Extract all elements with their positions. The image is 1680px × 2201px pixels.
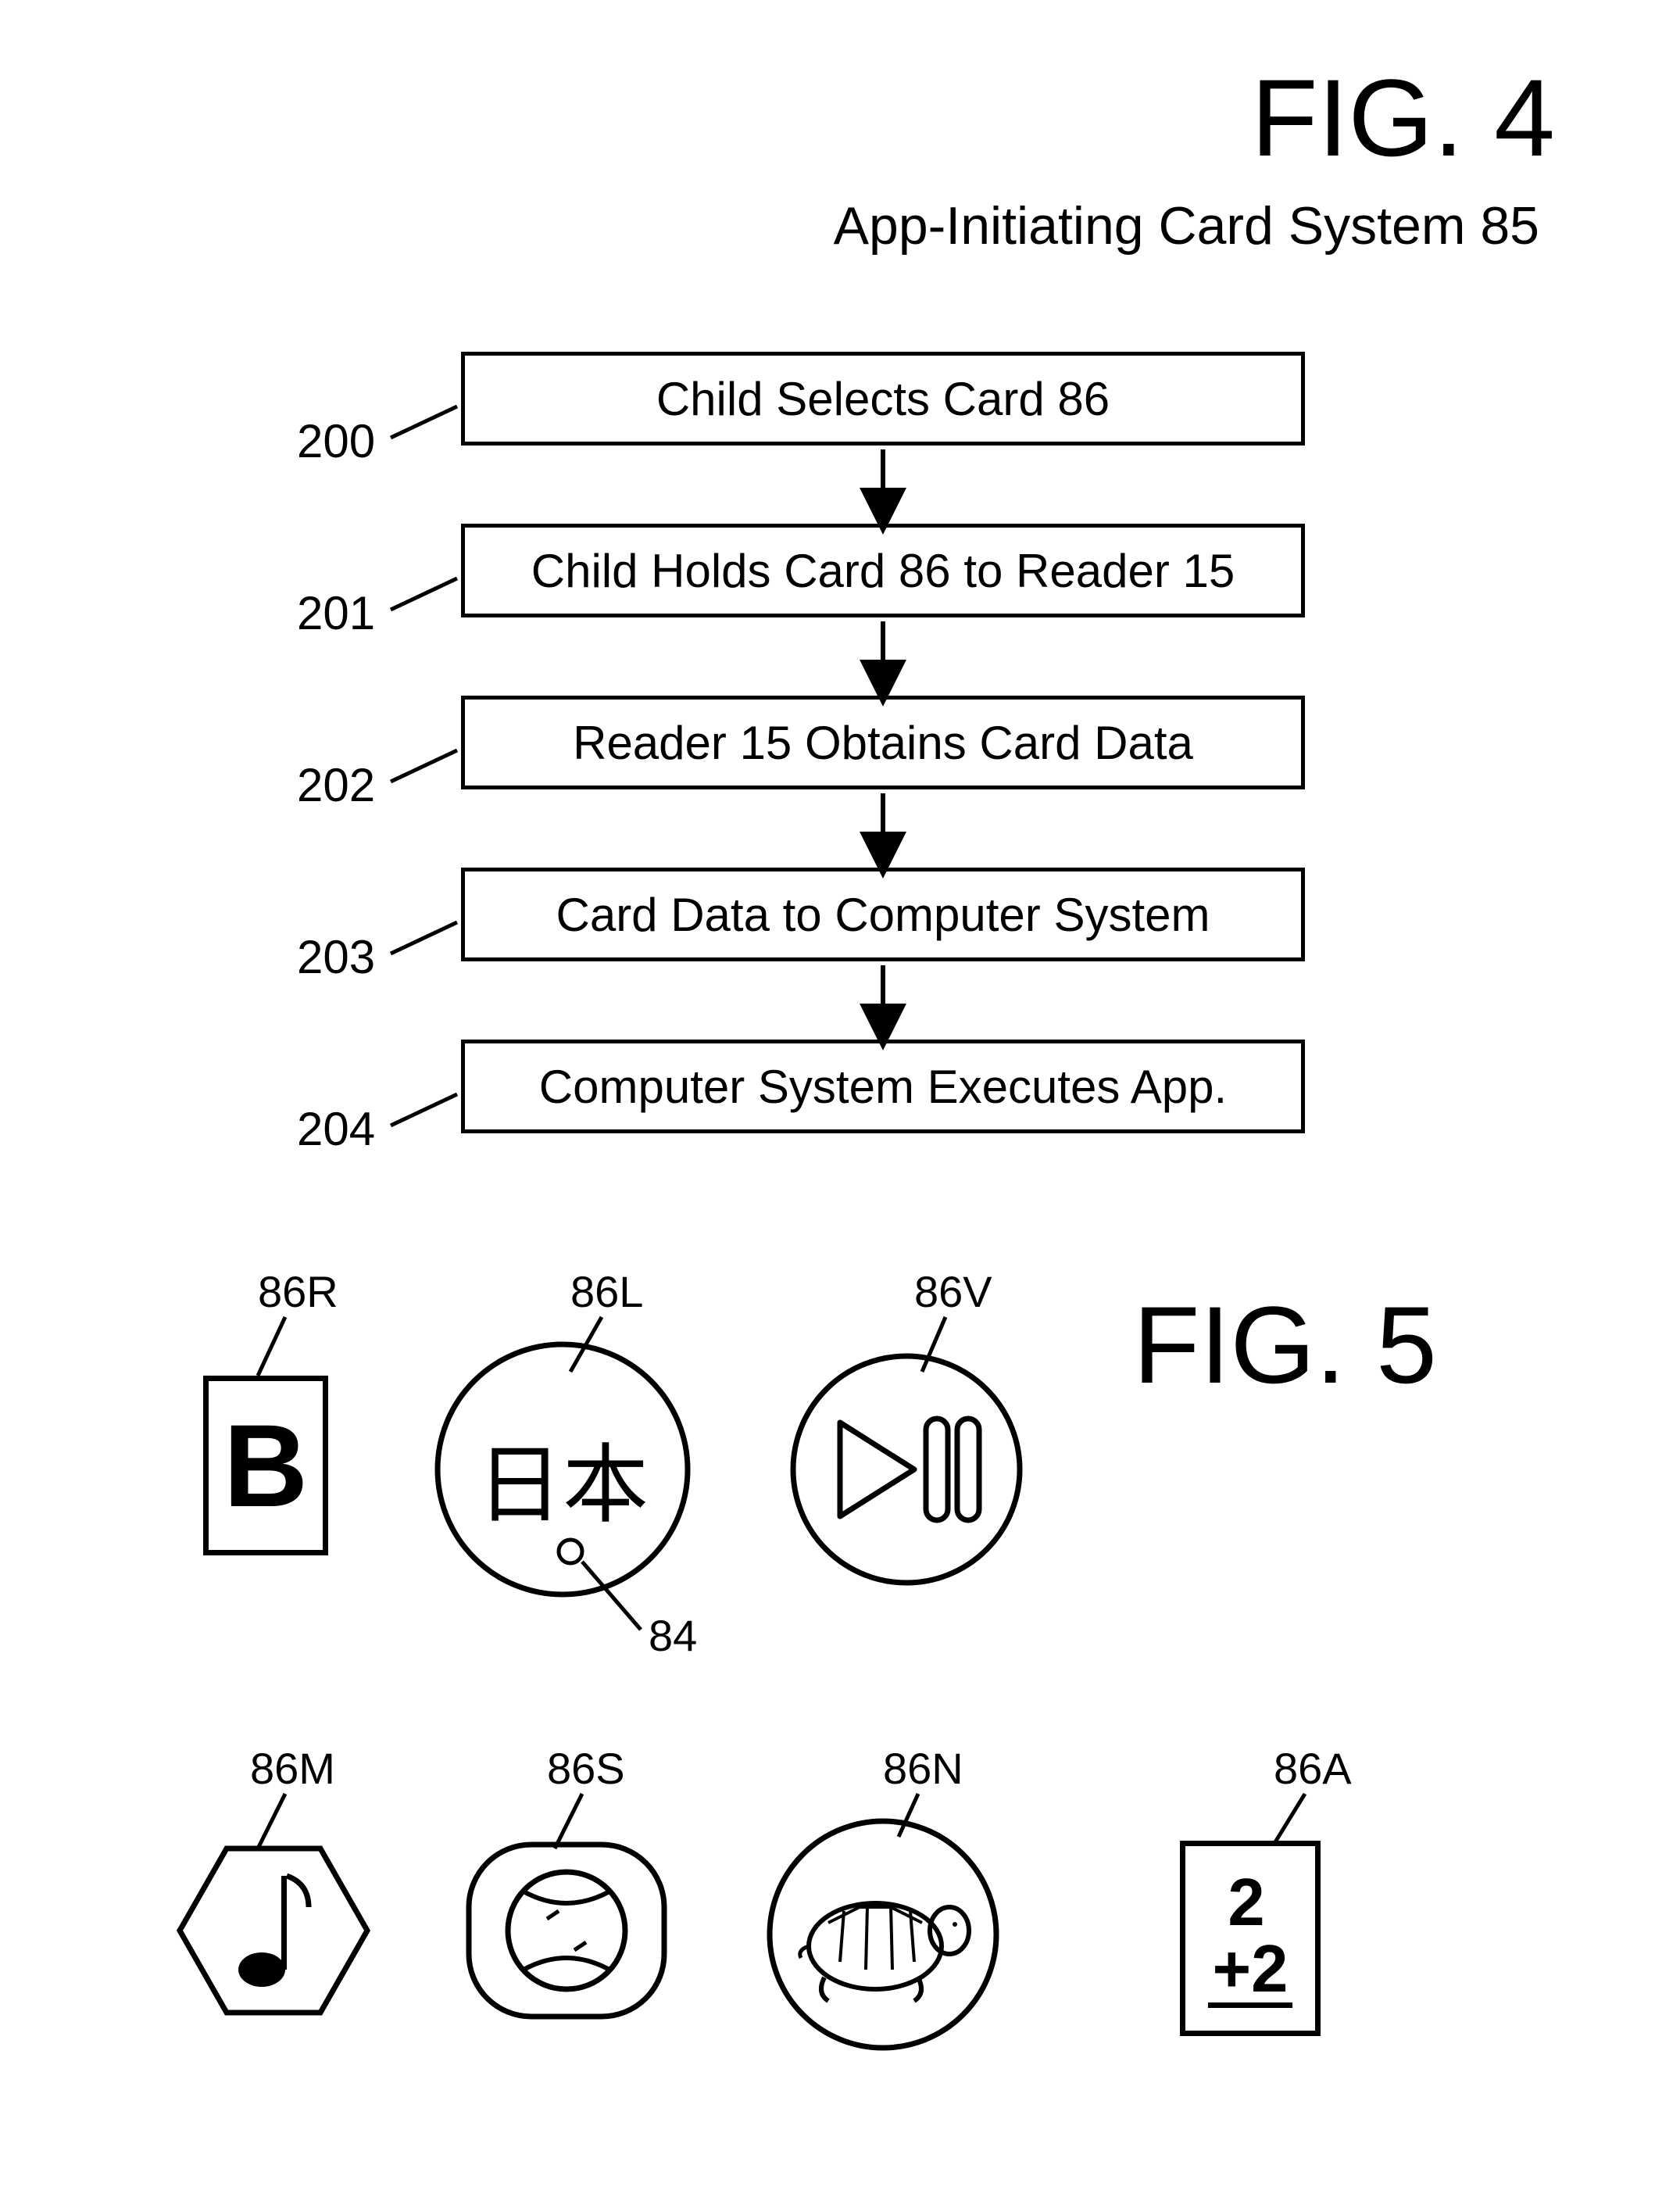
card-86A: 2 +2 xyxy=(1180,1841,1321,2036)
card-86A-line1: 2 xyxy=(1228,1870,1272,1936)
leader-86A xyxy=(0,0,1680,2201)
card-86A-line2: +2 xyxy=(1208,1936,1293,2008)
